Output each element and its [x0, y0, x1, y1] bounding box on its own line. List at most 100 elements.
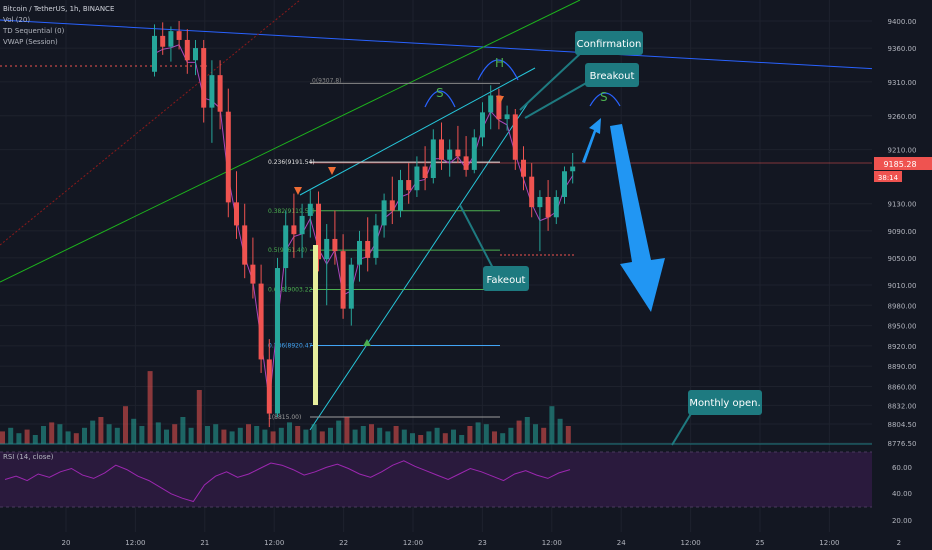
candle-body: [471, 137, 477, 170]
volume-bar: [377, 427, 383, 444]
callout-monthly-open-text: Monthly open.: [689, 398, 760, 409]
indicator-td-sequential: TD Sequential (0): [2, 27, 65, 35]
price-tick-label: 8804.50: [888, 421, 917, 429]
volume-bar: [524, 417, 530, 444]
candle-body: [529, 176, 535, 208]
volume-bar: [549, 406, 555, 444]
volume-bar: [131, 418, 137, 444]
left-shoulder-label: S: [436, 86, 444, 100]
small-up-arrow-icon: [582, 118, 601, 163]
time-tick-label: 25: [756, 539, 765, 547]
time-tick-label: 12:00: [681, 539, 701, 547]
volume-bar: [8, 427, 14, 444]
time-tick-label: 23: [478, 539, 487, 547]
time-tick-label: 12:00: [819, 539, 839, 547]
candle-body: [373, 225, 379, 258]
volume-bar: [295, 426, 301, 444]
volume-bar: [139, 426, 145, 444]
candle-body: [553, 196, 559, 218]
indicator-vol: Vol (20): [3, 16, 30, 24]
candle-body: [463, 156, 469, 170]
candle-body: [422, 166, 428, 179]
candle-body: [160, 35, 166, 47]
candle-body: [488, 95, 494, 113]
price-tick-label: 9400.00: [888, 18, 917, 26]
price-tick-label: 9360.00: [888, 45, 917, 53]
time-tick-label: 20: [62, 539, 71, 547]
volume-bar: [24, 429, 30, 444]
last-price: 9185.28: [883, 160, 916, 169]
volume-bar: [90, 420, 96, 444]
candle-body: [381, 200, 387, 226]
volume-bar: [451, 429, 456, 444]
volume-bar: [57, 424, 63, 444]
volume-bar: [49, 422, 55, 444]
red-dashed-trendline: [0, 0, 301, 246]
price-tick-label: 8920.00: [888, 343, 917, 351]
volume-bar: [565, 426, 571, 444]
volume-bar: [172, 424, 178, 444]
volume-bar: [369, 424, 374, 444]
fib-level-label: 0.382(9119.58): [268, 208, 315, 215]
volume-bar: [311, 424, 317, 444]
callout-fakeout[interactable]: Fakeout: [459, 204, 529, 291]
time-tick-label: 24: [617, 539, 626, 547]
callout-confirmation-text: Confirmation: [577, 39, 642, 50]
candle-body: [291, 225, 297, 235]
volume-bar: [475, 422, 481, 444]
candle-body: [447, 149, 453, 160]
price-tick-label: 9090.00: [888, 228, 917, 236]
volume-bar: [352, 429, 358, 444]
candle-body: [225, 111, 231, 203]
time-tick-label: 12:00: [542, 539, 562, 547]
rsi-axis: 60.00 40.00 20.00: [892, 464, 912, 525]
wedge-lower-line: [309, 99, 531, 431]
volume-bar: [155, 422, 161, 444]
candle-body: [242, 225, 248, 265]
time-axis: 20 12:00 21 12:00 22 12:00 23 12:00 24 12:00 25 12:…: [62, 539, 901, 547]
candle-body: [357, 240, 362, 265]
candle-body: [521, 159, 526, 177]
volume-bar: [467, 426, 473, 444]
candle-body: [316, 203, 321, 260]
sell-marker-icon: [496, 96, 504, 104]
sell-marker-icon: [328, 167, 336, 175]
rsi-tick-label: 40.00: [892, 490, 912, 498]
volume-bar: [106, 424, 112, 444]
candle-body: [340, 251, 346, 309]
price-tick-label: 8832.00: [888, 402, 917, 410]
callout-confirmation[interactable]: Confirmation: [519, 31, 643, 111]
price-tick-label: 8776.50: [888, 440, 917, 448]
rsi-tick-label: 20.00: [892, 517, 912, 525]
volume-bar: [229, 431, 235, 444]
candle-body: [193, 48, 198, 61]
volume-bar: [82, 427, 87, 444]
rsi-pane: [0, 452, 872, 507]
ascending-trendline: [0, 0, 581, 283]
volume-bar: [336, 420, 342, 444]
candle-body: [512, 114, 518, 160]
candle-body: [389, 200, 395, 211]
candle-body: [307, 203, 313, 216]
volume-bar: [221, 429, 227, 444]
candle-body: [332, 238, 338, 252]
candle-body: [275, 268, 280, 414]
candle-body: [365, 240, 371, 258]
candle-body: [430, 139, 436, 179]
volume-bar: [32, 435, 38, 444]
candle-body: [406, 180, 412, 191]
candle-body: [209, 75, 215, 108]
fib-level-label: 0.786(8920.47): [268, 343, 315, 350]
candle-body: [414, 166, 420, 191]
price-tick-label: 8980.00: [888, 302, 917, 310]
volume-bar: [508, 427, 514, 444]
callout-monthly-open[interactable]: Monthly open.: [671, 390, 762, 446]
fib-level-label: 0.236(9191.54): [268, 159, 315, 166]
price-tick-label: 8950.00: [888, 323, 917, 331]
callout-breakout[interactable]: Breakout: [524, 63, 639, 119]
volume-bar: [442, 433, 448, 444]
candle-body: [537, 196, 543, 208]
volume-bar: [205, 426, 210, 444]
